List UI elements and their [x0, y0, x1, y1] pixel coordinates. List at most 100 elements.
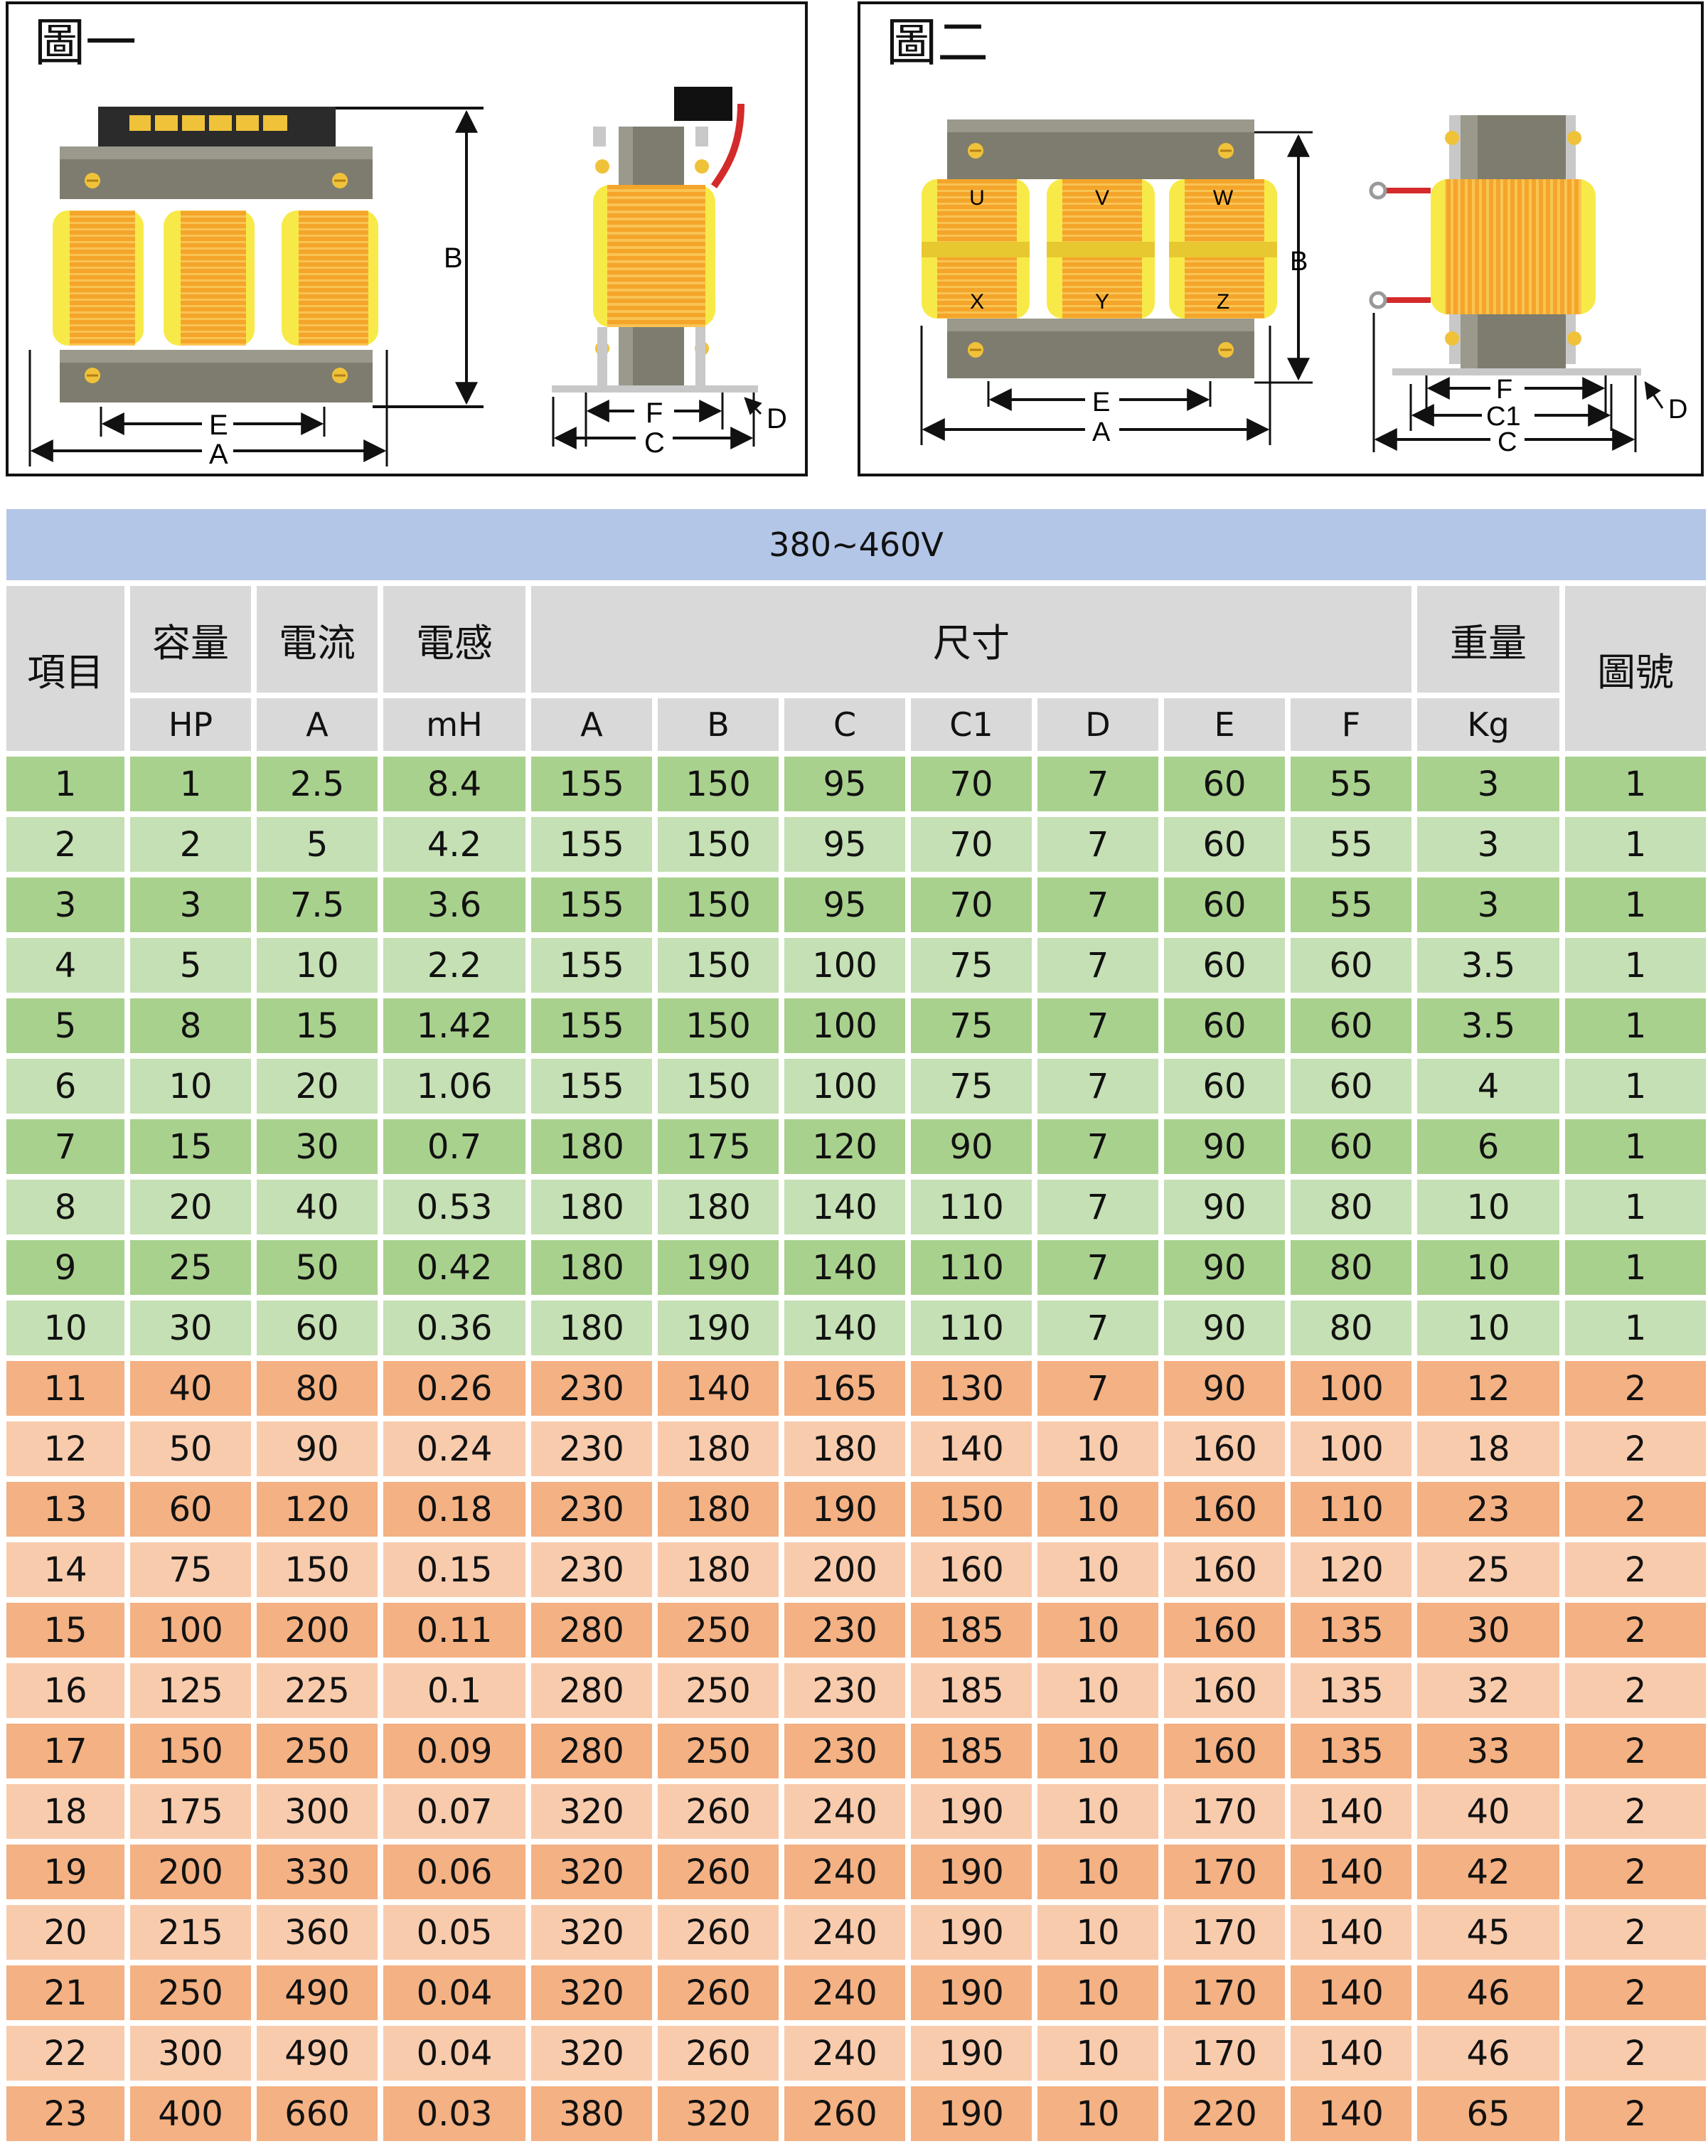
- cell-hp: 150: [130, 1724, 251, 1778]
- unit-a: A: [257, 698, 378, 751]
- cell-dim-a: 180: [531, 1301, 652, 1355]
- header-figure-no: 圖號: [1565, 586, 1707, 751]
- cell-dim-c: 140: [784, 1180, 905, 1234]
- cell-hp: 300: [130, 2026, 251, 2081]
- dim-label-d-2: D: [1668, 395, 1687, 425]
- cell-item: 21: [6, 1965, 124, 2020]
- cell-item: 1: [6, 757, 124, 811]
- cell-inductance: 0.42: [383, 1240, 525, 1295]
- table-row: 17 150 250 0.09 280 250 230 185 10 160 135 33 2: [6, 1724, 1707, 1778]
- cell-hp: 2: [130, 817, 251, 872]
- table-row: 4 5 10 2.2 155 150 100 75 7 60 60 3.5 1: [6, 938, 1707, 993]
- core-yoke-bottom: [60, 350, 373, 402]
- cell-weight: 10: [1417, 1301, 1559, 1355]
- cell-dim-f: 120: [1291, 1542, 1411, 1597]
- cell-inductance: 0.09: [383, 1724, 525, 1778]
- cell-dim-e: 60: [1164, 938, 1285, 993]
- cell-dim-e: 170: [1164, 1965, 1285, 2020]
- cell-figure-no: 1: [1565, 1240, 1707, 1295]
- dim-label-b: B: [444, 242, 463, 274]
- coil-u-x: [922, 179, 1030, 319]
- cell-dim-e: 90: [1164, 1119, 1285, 1174]
- cell-dim-d: 10: [1037, 1784, 1158, 1839]
- cell-weight: 33: [1417, 1724, 1559, 1778]
- cell-dim-c1: 185: [911, 1663, 1032, 1718]
- cell-current: 250: [257, 1724, 378, 1778]
- unit-dim-e: E: [1164, 698, 1285, 751]
- dim-label-a-2: A: [1092, 417, 1111, 447]
- header-weight: 重量: [1417, 586, 1559, 693]
- cell-inductance: 0.11: [383, 1603, 525, 1658]
- cell-hp: 8: [130, 998, 251, 1053]
- table-row: 8 20 40 0.53 180 180 140 110 7 90 80 10 1: [6, 1180, 1707, 1234]
- cell-dim-b: 150: [658, 1059, 779, 1114]
- core-yoke-top-2: [947, 119, 1254, 179]
- cell-dim-c: 140: [784, 1301, 905, 1355]
- cell-hp: 40: [130, 1361, 251, 1416]
- cell-dim-f: 60: [1291, 998, 1411, 1053]
- cell-dim-f: 55: [1291, 817, 1411, 872]
- coil-middle: [164, 210, 255, 346]
- cell-dim-b: 260: [658, 1784, 779, 1839]
- cell-dim-c1: 185: [911, 1603, 1032, 1658]
- unit-dim-f: F: [1291, 698, 1411, 751]
- cell-figure-no: 1: [1565, 938, 1707, 993]
- cell-dim-f: 80: [1291, 1240, 1411, 1295]
- cell-dim-b: 190: [658, 1301, 779, 1355]
- cell-figure-no: 1: [1565, 1119, 1707, 1174]
- cell-inductance: 0.05: [383, 1905, 525, 1960]
- cell-hp: 175: [130, 1784, 251, 1839]
- cell-item: 10: [6, 1301, 124, 1355]
- dim-label-b-2: B: [1290, 247, 1308, 277]
- table-row: 5 8 15 1.42 155 150 100 75 7 60 60 3.5 1: [6, 998, 1707, 1053]
- cell-dim-a: 280: [531, 1603, 652, 1658]
- figure-1-panel: 圖一: [6, 1, 808, 476]
- figure-1-drawing: B E A: [28, 87, 787, 470]
- cell-current: 80: [257, 1361, 378, 1416]
- coil-label-y: Y: [1095, 290, 1109, 314]
- cell-dim-c1: 190: [911, 1905, 1032, 1960]
- cell-dim-c: 240: [784, 1965, 905, 2020]
- cell-inductance: 0.1: [383, 1663, 525, 1718]
- table-row: 11 40 80 0.26 230 140 165 130 7 90 100 12 2: [6, 1361, 1707, 1416]
- cell-dim-f: 140: [1291, 2086, 1411, 2141]
- cell-item: 4: [6, 938, 124, 993]
- cell-weight: 45: [1417, 1905, 1559, 1960]
- cell-dim-e: 220: [1164, 2086, 1285, 2141]
- cell-dim-c: 100: [784, 938, 905, 993]
- cell-dim-b: 260: [658, 2026, 779, 2081]
- core-yoke-bottom-2: [947, 319, 1254, 378]
- coil-left: [53, 210, 144, 346]
- table-row: 7 15 30 0.7 180 175 120 90 7 90 60 6 1: [6, 1119, 1707, 1174]
- figure-2-panel: 圖二: [858, 1, 1704, 476]
- cell-current: 90: [257, 1421, 378, 1476]
- cell-current: 50: [257, 1240, 378, 1295]
- cell-dim-a: 380: [531, 2086, 652, 2141]
- cell-dim-e: 60: [1164, 1059, 1285, 1114]
- cell-weight: 3: [1417, 877, 1559, 932]
- cell-dim-a: 155: [531, 817, 652, 872]
- cell-dim-d: 10: [1037, 2026, 1158, 2081]
- cell-dim-f: 140: [1291, 2026, 1411, 2081]
- cell-dim-c: 140: [784, 1240, 905, 1295]
- cell-dim-d: 10: [1037, 1905, 1158, 1960]
- cell-figure-no: 1: [1565, 817, 1707, 872]
- voltage-header: 380~460V: [6, 509, 1707, 580]
- cell-item: 20: [6, 1905, 124, 1960]
- cell-dim-a: 155: [531, 938, 652, 993]
- cell-current: 60: [257, 1301, 378, 1355]
- coil-label-x: X: [970, 290, 984, 314]
- cell-dim-c1: 160: [911, 1542, 1032, 1597]
- cell-dim-c: 190: [784, 1482, 905, 1537]
- cell-dim-a: 280: [531, 1724, 652, 1778]
- table-row: 20 215 360 0.05 320 260 240 190 10 170 140 45 2: [6, 1905, 1707, 1960]
- cell-dim-d: 10: [1037, 1421, 1158, 1476]
- table-row: 15 100 200 0.11 280 250 230 185 10 160 135 30 2: [6, 1603, 1707, 1658]
- cell-hp: 200: [130, 1845, 251, 1899]
- cell-current: 360: [257, 1905, 378, 1960]
- cell-inductance: 3.6: [383, 877, 525, 932]
- cell-hp: 10: [130, 1059, 251, 1114]
- cell-dim-d: 7: [1037, 1119, 1158, 1174]
- cell-dim-b: 180: [658, 1421, 779, 1476]
- cell-dim-d: 7: [1037, 998, 1158, 1053]
